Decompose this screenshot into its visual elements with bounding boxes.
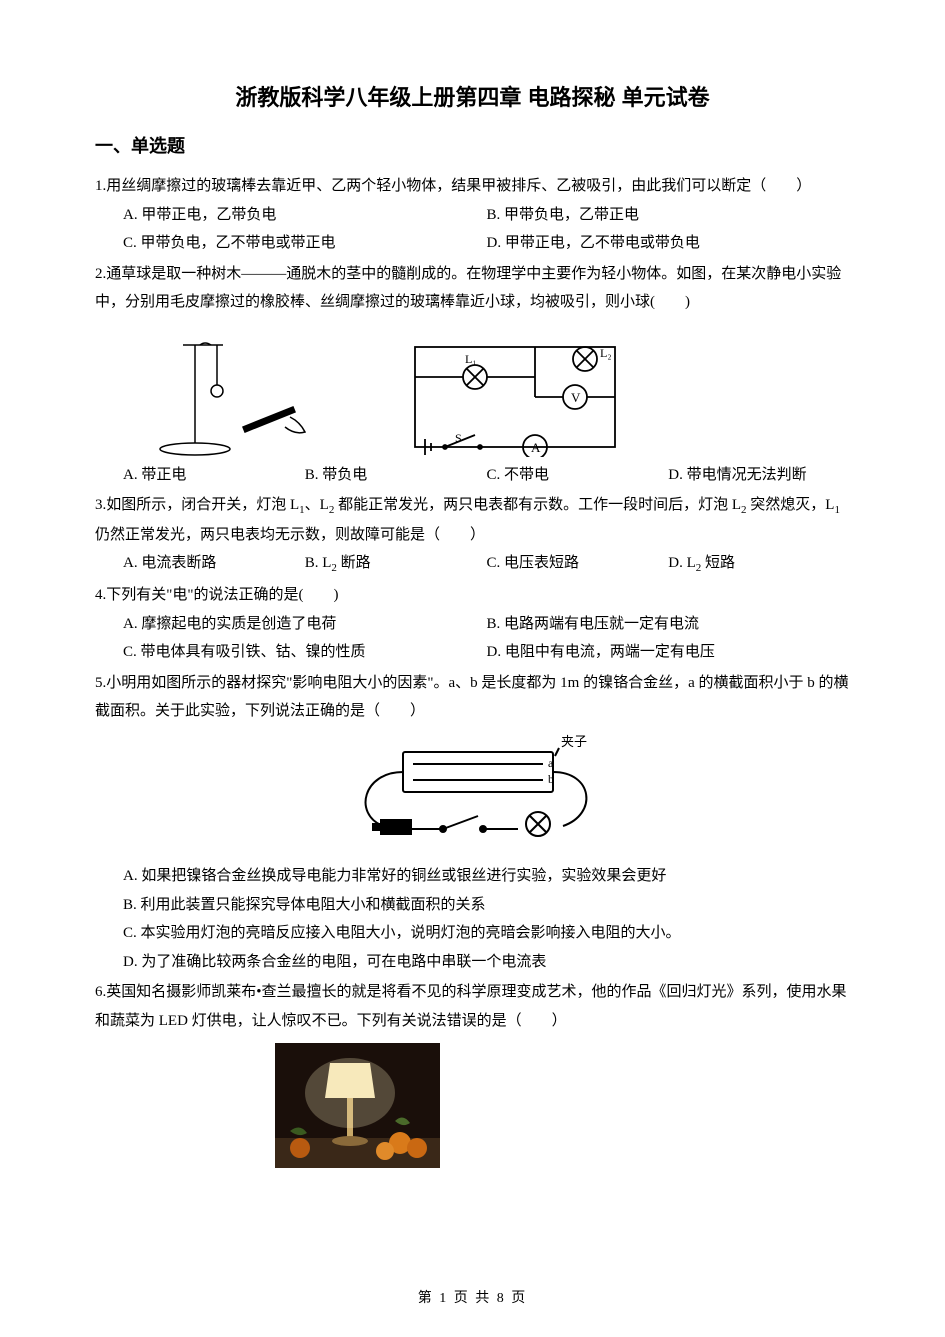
page-footer: 第 1 页 共 8 页 <box>0 1287 945 1307</box>
q1-options: A. 甲带正电，乙带负电 B. 甲带负电，乙带正电 C. 甲带负电，乙不带电或带… <box>95 201 850 258</box>
footer-total: 8 <box>497 1291 506 1306</box>
section-heading-1: 一、单选题 <box>95 132 850 158</box>
svg-text:V: V <box>571 390 581 405</box>
q3-options: A. 电流表断路 B. L2 断路 C. 电压表短路 D. L2 短路 <box>95 549 850 579</box>
q3-opt-d: D. L2 短路 <box>668 549 850 579</box>
q2-figure-right: L₁ L₂ V A S <box>405 337 625 457</box>
q1-opt-c: C. 甲带负电，乙不带电或带正电 <box>123 229 487 258</box>
q2-figure-left <box>145 327 315 457</box>
q1-opt-b: B. 甲带负电，乙带正电 <box>487 201 851 230</box>
q1-opt-d: D. 甲带正电，乙不带电或带负电 <box>487 229 851 258</box>
q5-figure-wrap: a b 夹子 <box>95 734 850 855</box>
svg-text:夹子: 夹子 <box>561 734 587 749</box>
footer-page: 1 <box>439 1291 448 1306</box>
q1-opt-a: A. 甲带正电，乙带负电 <box>123 201 487 230</box>
q5-opt-d: D. 为了准确比较两条合金丝的电阻，可在电路中串联一个电流表 <box>123 948 850 977</box>
q3-b-pre: B. L <box>305 555 332 571</box>
question-6: 6.英国知名摄影师凯莱布•查兰最擅长的就是将看不见的科学原理变成艺术，他的作品《… <box>95 978 850 1179</box>
svg-text:S: S <box>455 431 462 445</box>
question-4: 4.下列有关"电"的说法正确的是( ) A. 摩擦起电的实质是创造了电荷 B. … <box>95 581 850 667</box>
q4-text: 4.下列有关"电"的说法正确的是( ) <box>95 581 850 610</box>
q4-options: A. 摩擦起电的实质是创造了电荷 B. 电路两端有电压就一定有电流 C. 带电体… <box>95 610 850 667</box>
q3-t4: 突然熄灭，L <box>747 497 835 513</box>
svg-text:b: b <box>548 772 554 786</box>
q4-opt-a: A. 摩擦起电的实质是创造了电荷 <box>123 610 487 639</box>
footer-pre: 第 <box>418 1291 440 1306</box>
q2-figures: L₁ L₂ V A S <box>95 317 850 461</box>
svg-text:L₁: L₁ <box>465 352 477 366</box>
q3-d-post: 短路 <box>701 555 735 571</box>
q2-opt-d: D. 带电情况无法判断 <box>668 461 850 490</box>
q5-opt-a: A. 如果把镍铬合金丝换成导电能力非常好的铜丝或银丝进行实验，实验效果会更好 <box>123 862 850 891</box>
q1-text: 1.用丝绸摩擦过的玻璃棒去靠近甲、乙两个轻小物体，结果甲被排斥、乙被吸引，由此我… <box>95 172 850 201</box>
svg-text:A: A <box>531 440 541 455</box>
question-5: 5.小明用如图所示的器材探究"影响电阻大小的因素"。a、b 是长度都为 1m 的… <box>95 669 850 977</box>
q5-opt-b: B. 利用此装置只能探究导体电阻大小和横截面积的关系 <box>123 891 850 920</box>
question-2: 2.通草球是取一种树木———通脱木的茎中的髓削成的。在物理学中主要作为轻小物体。… <box>95 260 850 490</box>
q6-figure <box>275 1043 440 1168</box>
footer-mid: 页 共 <box>448 1291 497 1306</box>
q3-t3: 都能正常发光，两只电表都有示数。工作一段时间后，灯泡 L <box>334 497 741 513</box>
footer-post: 页 <box>506 1291 528 1306</box>
q3-t2: 、L <box>305 497 329 513</box>
q6-figure-wrap <box>95 1043 850 1179</box>
q3-t5: 仍然正常发光，两只电表均无示数，则故障可能是（ ） <box>95 527 485 543</box>
q2-opt-c: C. 不带电 <box>487 461 669 490</box>
q5-options: A. 如果把镍铬合金丝换成导电能力非常好的铜丝或银丝进行实验，实验效果会更好 B… <box>95 862 850 976</box>
q5-opt-c: C. 本实验用灯泡的亮暗反应接入电阻大小，说明灯泡的亮暗会影响接入电阻的大小。 <box>123 919 850 948</box>
q2-opt-b: B. 带负电 <box>305 461 487 490</box>
q2-text: 2.通草球是取一种树木———通脱木的茎中的髓削成的。在物理学中主要作为轻小物体。… <box>95 260 850 317</box>
q3-d-pre: D. L <box>668 555 696 571</box>
svg-text:a: a <box>548 756 554 770</box>
q2-opt-a: A. 带正电 <box>123 461 305 490</box>
q3-opt-a: A. 电流表断路 <box>123 549 305 579</box>
q5-figure: a b 夹子 <box>343 734 603 844</box>
question-1: 1.用丝绸摩擦过的玻璃棒去靠近甲、乙两个轻小物体，结果甲被排斥、乙被吸引，由此我… <box>95 172 850 258</box>
q3-b-post: 断路 <box>337 555 371 571</box>
q2-options: A. 带正电 B. 带负电 C. 不带电 D. 带电情况无法判断 <box>95 461 850 490</box>
q5-text: 5.小明用如图所示的器材探究"影响电阻大小的因素"。a、b 是长度都为 1m 的… <box>95 669 850 726</box>
q4-opt-d: D. 电阻中有电流，两端一定有电压 <box>487 638 851 667</box>
q6-text: 6.英国知名摄影师凯莱布•查兰最擅长的就是将看不见的科学原理变成艺术，他的作品《… <box>95 978 850 1035</box>
svg-text:L₂: L₂ <box>600 346 612 360</box>
q3-opt-c: C. 电压表短路 <box>487 549 669 579</box>
q4-opt-c: C. 带电体具有吸引铁、钴、镍的性质 <box>123 638 487 667</box>
q3-text: 3.如图所示，闭合开关，灯泡 L1、L2 都能正常发光，两只电表都有示数。工作一… <box>95 491 850 549</box>
q3-opt-b: B. L2 断路 <box>305 549 487 579</box>
question-3: 3.如图所示，闭合开关，灯泡 L1、L2 都能正常发光，两只电表都有示数。工作一… <box>95 491 850 579</box>
q4-opt-b: B. 电路两端有电压就一定有电流 <box>487 610 851 639</box>
q3-t1: 3.如图所示，闭合开关，灯泡 L <box>95 497 299 513</box>
page-title: 浙教版科学八年级上册第四章 电路探秘 单元试卷 <box>95 80 850 112</box>
